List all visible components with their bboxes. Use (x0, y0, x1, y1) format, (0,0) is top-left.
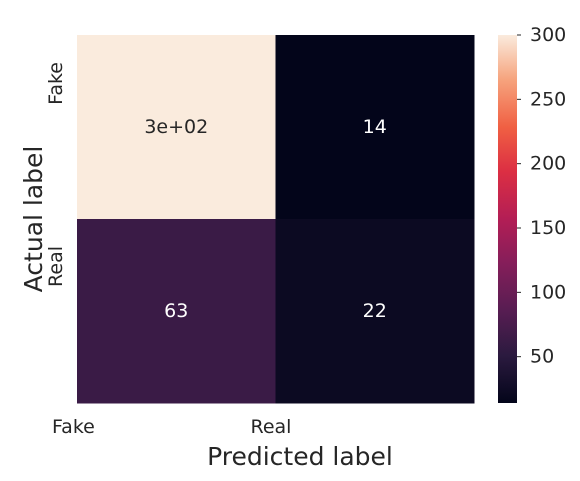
colorbar (498, 35, 517, 403)
heatmap-cell-label: 63 (164, 300, 188, 322)
colorbar-tick-label: 150 (530, 217, 566, 239)
colorbar-tick-labels: 50 100 150 200 250 300 (517, 24, 566, 368)
heatmap-cell-label: 14 (363, 116, 387, 138)
x-tick-label: Real (251, 416, 292, 438)
heatmap-cell (275, 35, 475, 220)
y-tick-labels: Fake Real (45, 62, 67, 287)
colorbar-tick-label: 50 (530, 346, 554, 368)
heatmap-cell-label: 3e+02 (144, 116, 208, 138)
x-tick-label: Fake (52, 416, 95, 438)
heatmap-cell-label: 22 (363, 300, 387, 322)
colorbar-tick-label: 200 (530, 153, 566, 175)
y-tick-label: Fake (45, 62, 67, 105)
y-axis-title: Actual label (19, 146, 48, 293)
colorbar-gradient (498, 35, 517, 403)
heatmap-cells (77, 35, 475, 404)
x-axis-title: Predicted label (207, 442, 393, 471)
heatmap-cell (275, 219, 475, 404)
colorbar-tick-label: 250 (530, 88, 566, 110)
heatmap-cell (77, 35, 276, 220)
colorbar-tick-label: 300 (530, 24, 566, 46)
x-tick-labels: Fake Real (52, 416, 291, 438)
heatmap-cell-labels: 3e+02 14 63 22 (144, 116, 387, 322)
colorbar-tick-label: 100 (530, 281, 566, 303)
y-tick-label: Real (45, 246, 67, 287)
heatmap-cell (77, 219, 276, 404)
